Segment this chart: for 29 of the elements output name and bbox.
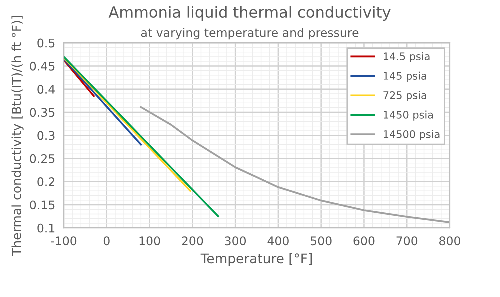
line-series [140,106,450,224]
x-tick-label: 0 [104,236,110,246]
legend-label: 1450 psia [384,110,434,121]
x-axis-title: Temperature [°F] [200,253,312,266]
legend-label: 725 psia [384,91,426,102]
x-tick-label: 400 [268,236,289,246]
x-tick-label: 200 [182,236,204,246]
x-tick-label: 300 [225,236,246,246]
y-axis-title: Thermal conductivity [Btu(IT)/(h ft °F)] [12,16,24,256]
x-tick-label: 700 [396,236,418,246]
y-tick-label: 0.2 [38,178,54,186]
y-tick-label: 0.3 [38,131,55,140]
x-tick-label: 800 [440,236,460,246]
chart-title: Ammonia liquid thermal conductivity [108,6,391,21]
y-tick-label: 0.4 [38,85,56,94]
x-tick-label: 100 [140,236,160,246]
chart-subtitle: at varying temperature and pressure [141,28,359,40]
x-tick-label: 600 [354,236,375,246]
x-tick-label: -100 [51,236,77,246]
legend-label: 14.5 psia [384,52,430,63]
y-tick-label: 0.35 [30,108,55,118]
legend-label: 145 psia [384,72,426,82]
x-tick-label: 500 [310,236,332,246]
y-tick-label: 0.1 [38,224,55,233]
legend-label: 14500 psia [384,130,440,140]
y-tick-label: 0.15 [30,200,55,210]
y-tick-label: 0.25 [30,154,55,164]
y-tick-label: 0.45 [30,62,55,71]
y-tick-label: 0.5 [38,38,55,48]
